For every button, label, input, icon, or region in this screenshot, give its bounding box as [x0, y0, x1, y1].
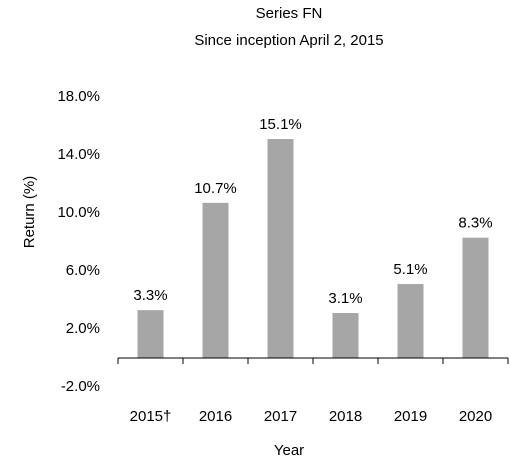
- y-tick-label: 10.0%: [57, 204, 100, 221]
- data-label: 3.1%: [328, 290, 362, 307]
- y-tick-label: -2.0%: [61, 378, 100, 395]
- x-tick-label: 2020: [459, 408, 492, 425]
- x-tick-label: 2015†: [130, 408, 172, 425]
- bar: [267, 139, 294, 358]
- chart-subtitle: Since inception April 2, 2015: [194, 32, 383, 49]
- data-label: 3.3%: [133, 287, 167, 304]
- y-tick-label: 14.0%: [57, 146, 100, 163]
- bar: [397, 284, 424, 358]
- x-tick-label: 2018: [329, 408, 362, 425]
- x-tick-label: 2016: [199, 408, 232, 425]
- x-tick-label: 2019: [394, 408, 427, 425]
- data-label: 15.1%: [259, 116, 302, 133]
- y-tick-label: 2.0%: [66, 320, 100, 337]
- y-tick-label: 18.0%: [57, 88, 100, 105]
- bar: [462, 237, 489, 358]
- x-tick-label: 2017: [264, 408, 297, 425]
- x-axis-label: Year: [274, 442, 304, 459]
- bar: [332, 313, 359, 358]
- bar: [137, 310, 164, 358]
- data-label: 10.7%: [194, 180, 237, 197]
- data-label: 8.3%: [458, 215, 492, 232]
- bar: [202, 202, 229, 358]
- chart-title: Series FN: [256, 5, 323, 22]
- data-label: 5.1%: [393, 261, 427, 278]
- y-axis-label: Return (%): [21, 176, 38, 249]
- y-tick-label: 6.0%: [66, 262, 100, 279]
